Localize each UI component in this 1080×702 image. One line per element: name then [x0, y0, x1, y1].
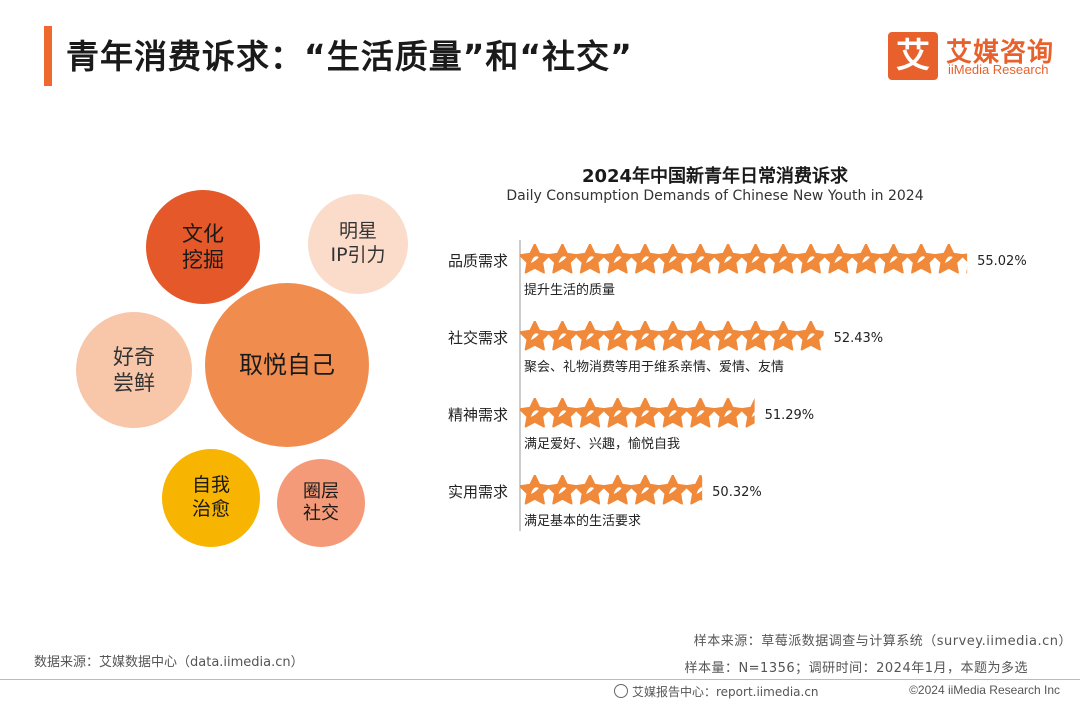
star-inner-mark — [696, 487, 703, 494]
logo-mark: 艾 — [888, 32, 938, 80]
star-inner-mark — [613, 256, 622, 263]
bar-2 — [520, 398, 755, 428]
bubble-novelty-label: 好奇 尝鲜 — [113, 344, 155, 395]
chart-title: 2024年中国新青年日常消费诉求 — [581, 166, 849, 187]
star-inner-mark — [558, 256, 567, 263]
star-mark — [739, 398, 755, 428]
star-inner-mark — [834, 256, 843, 263]
star-inner-mark — [668, 256, 677, 263]
value-label: 51.29% — [765, 408, 815, 423]
star-inner-mark — [889, 256, 898, 263]
star-mark — [960, 253, 968, 274]
star-inner-mark — [613, 487, 622, 494]
star-inner-mark — [917, 256, 926, 263]
logo-en-text: iiMedia Research — [948, 62, 1049, 77]
bubble-culture-label: 文化 挖掘 — [182, 221, 224, 272]
category-description: 满足爱好、兴趣，愉悦自我 — [524, 436, 680, 452]
star-inner-mark — [668, 487, 677, 494]
star-inner-mark — [530, 256, 539, 263]
bubble-please-self-label: 取悦自己 — [239, 351, 335, 379]
star-inner-mark — [613, 410, 622, 417]
footer-divider — [0, 679, 1080, 680]
category-label: 社交需求 — [448, 329, 508, 347]
bubble-novelty: 好奇 尝鲜 — [76, 312, 192, 428]
category-description: 满足基本的生活要求 — [524, 513, 641, 529]
chart-subtitle: Daily Consumption Demands of Chinese New… — [506, 188, 924, 204]
star-inner-mark — [530, 410, 539, 417]
star-inner-mark — [613, 333, 622, 340]
value-label: 52.43% — [834, 331, 884, 346]
bubble-circle-social-label: 圈层 社交 — [303, 480, 339, 525]
globe-icon — [614, 684, 628, 698]
star-inner-mark — [696, 410, 705, 417]
star-inner-mark — [558, 333, 567, 340]
star-inner-mark — [641, 487, 650, 494]
bar-1 — [520, 321, 824, 351]
report-center: 艾媒报告中心：report.iimedia.cn — [614, 683, 819, 700]
bubble-culture: 文化 挖掘 — [146, 190, 260, 304]
star-inner-mark — [641, 410, 650, 417]
category-label: 精神需求 — [448, 406, 508, 424]
star-inner-mark — [751, 333, 760, 340]
star-inner-mark — [641, 256, 650, 263]
bubble-please-self: 取悦自己 — [205, 283, 369, 447]
star-inner-mark — [724, 410, 732, 417]
star-inner-mark — [696, 333, 705, 340]
bar-0 — [520, 244, 968, 274]
star-inner-mark — [724, 333, 732, 340]
page-title: 青年消费诉求：“生活质量”和“社交” — [66, 37, 633, 76]
title-accent-bar — [44, 26, 52, 86]
star-inner-mark — [558, 487, 567, 494]
category-description: 提升生活的质量 — [524, 282, 615, 298]
star-inner-mark — [944, 256, 953, 263]
star-inner-mark — [724, 256, 732, 263]
star-inner-mark — [751, 411, 755, 417]
star-inner-mark — [530, 333, 539, 340]
star-inner-mark — [779, 333, 788, 340]
logo-cn-text: 艾媒咨询 — [946, 38, 1055, 68]
star-inner-mark — [862, 256, 870, 263]
star-inner-mark — [806, 256, 815, 263]
star-inner-mark — [586, 256, 594, 263]
data-source: 数据来源：艾媒数据中心（data.iimedia.cn） — [34, 655, 304, 670]
star-inner-mark — [586, 333, 594, 340]
iimedia-logo: 艾 艾媒咨询 iiMedia Research — [888, 32, 1070, 82]
category-description: 聚会、礼物消费等用于维系亲情、爱情、友情 — [524, 359, 784, 375]
star-inner-mark — [696, 256, 705, 263]
star-inner-mark — [751, 256, 760, 263]
star-inner-mark — [668, 333, 677, 340]
sample-source: 样本来源：草莓派数据调查与计算系统（survey.iimedia.cn） — [693, 634, 1072, 649]
category-label: 实用需求 — [448, 483, 508, 501]
star-inner-mark — [779, 256, 788, 263]
star-inner-mark — [806, 333, 815, 340]
sample-size: 样本量：N=1356；调研时间：2024年1月，本题为多选 — [684, 661, 1028, 676]
star-inner-mark — [558, 410, 567, 417]
bubble-self-healing-label: 自我 治愈 — [191, 474, 230, 520]
bar-3 — [520, 475, 703, 505]
bubble-self-healing: 自我 治愈 — [162, 449, 260, 547]
bubble-celebrity-label: 明星 IP引力 — [330, 220, 386, 266]
value-label: 50.32% — [712, 485, 762, 500]
star-inner-mark — [530, 487, 539, 494]
star-inner-mark — [641, 333, 650, 340]
value-label: 55.02% — [977, 254, 1027, 269]
report-center-text: 艾媒报告中心：report.iimedia.cn — [632, 685, 819, 699]
star-inner-mark — [586, 487, 594, 494]
bubble-circle-social: 圈层 社交 — [277, 459, 365, 547]
star-inner-mark — [586, 410, 594, 417]
star-mark — [684, 475, 703, 505]
bubble-celebrity: 明星 IP引力 — [308, 194, 408, 294]
star-inner-mark — [668, 410, 677, 417]
category-label: 品质需求 — [448, 252, 508, 270]
copyright: ©2024 iiMedia Research Inc — [909, 683, 1060, 697]
